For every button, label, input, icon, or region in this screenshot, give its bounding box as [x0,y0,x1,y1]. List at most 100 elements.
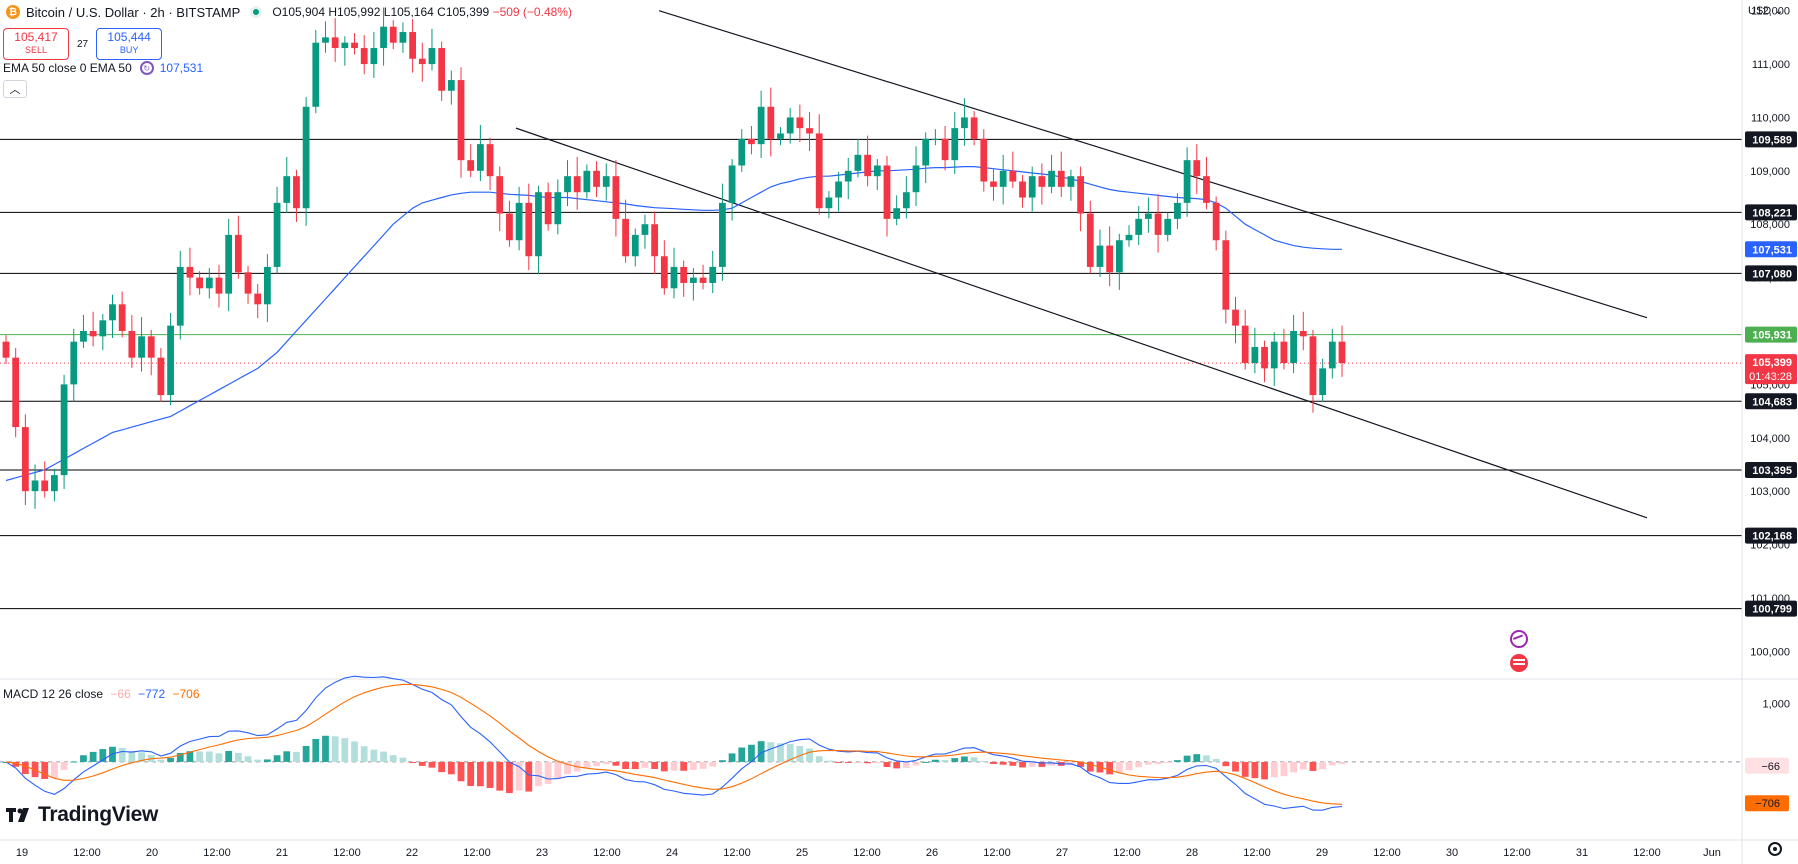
candle [1067,169,1075,201]
macd-hist-bar [486,761,494,788]
candle [118,291,126,338]
candle [215,264,223,308]
event-icon[interactable] [1510,630,1528,648]
candle [283,156,291,214]
x-tick-label: 12:00 [1373,847,1401,859]
candle-body [593,170,600,187]
candle-body [1309,336,1317,396]
macd-hist-bar [728,753,736,762]
candle-body [961,117,968,129]
macd-hist-bar [1212,759,1220,762]
candle [1038,163,1046,205]
candle-body [1319,368,1327,396]
sell-button[interactable]: 105,417 SELL [3,28,69,60]
candle [970,111,978,146]
macd-hist-tag: −66 [1761,761,1780,773]
candle-body [2,341,10,358]
candle-body [205,277,213,289]
candle [409,19,416,73]
candle-body [293,176,300,209]
macd-hist-bar [264,759,271,762]
candle [1125,225,1133,247]
candle [12,348,20,438]
macd-hist-bar [815,756,823,762]
candle [902,176,910,219]
candle [331,18,339,62]
macd-hist-bar [283,751,291,762]
y-tick-label: 100,000 [1750,646,1790,658]
tradingview-logo[interactable]: TradingView [6,803,158,827]
macd-y-tick-label: 1,000 [1762,698,1790,710]
candle-body [138,336,145,358]
macd-hist-bar [525,761,533,792]
macd-hist-bar [41,761,49,780]
level-tag-bg [1745,326,1797,343]
candle-body [1270,341,1278,369]
x-tick-label: 29 [1316,847,1328,859]
macd-hist-bar [293,751,300,762]
macd-hist-bar [641,761,649,768]
us-flag-icon[interactable] [1510,654,1528,672]
y-tick-label: 112,000 [1751,6,1790,18]
candle [80,314,87,349]
x-tick-label: 12:00 [463,847,491,859]
x-tick-label: 12:00 [723,847,751,859]
candle [51,468,58,502]
macd-signal-tag-bg [1745,795,1789,812]
candle [951,112,959,175]
macd-hist-bar [1193,754,1201,762]
candle-body [1222,240,1230,310]
x-tick-label: 24 [666,847,678,859]
candle [1028,166,1036,212]
macd-hist-bar [951,758,959,762]
y-tick-label: 111,000 [1752,59,1790,71]
macd-hist-bar [1290,761,1297,773]
macd-hist-bar [1086,761,1094,772]
candle [70,328,78,402]
candle [1183,147,1191,217]
candle-body [176,266,184,326]
candle-body [573,176,581,193]
ema-legend[interactable]: EMA 50 close 0 EMA 50 ↻ 107,531 [3,61,203,75]
candle [457,67,465,178]
candle-body [719,202,726,267]
currency-selector[interactable]: USD ⌄ [1748,5,1784,17]
macd-hist-bar [1144,761,1152,765]
macd-hist-bar [312,738,320,762]
candle-body [883,165,891,219]
macd-hist-bar [738,747,746,762]
candle-body [709,266,717,283]
candle [254,284,262,319]
macd-hist-bar [786,743,794,762]
candle-body [254,293,262,305]
symbol-title[interactable]: Bitcoin / U.S. Dollar · 2h · BITSTAMP [26,4,241,20]
candle-body [1338,341,1346,364]
macd-hist-bar [990,761,997,765]
macd-legend[interactable]: MACD 12 26 close −66 −772 −706 [3,687,200,701]
macd-hist-bar [254,759,262,762]
x-tick-label: 28 [1186,847,1198,859]
ema-settings-icon[interactable]: ↻ [139,61,154,75]
symbol-header[interactable]: ₿ Bitcoin / U.S. Dollar · 2h · BITSTAMP … [0,0,572,24]
gear-icon[interactable] [1768,842,1782,856]
candle [176,250,184,340]
macd-hist-bar [331,736,339,762]
candle [99,313,107,351]
candle [622,199,629,263]
candle [1048,154,1055,194]
buy-button[interactable]: 105,444 BUY [96,28,163,60]
open-value: O105,904 [272,5,326,19]
candle [670,247,678,299]
candle-body [767,106,775,139]
candle [786,107,794,144]
countdown-tag: 01:43:28 [1749,371,1792,383]
candle [1106,226,1114,287]
level-tag: 105,931 [1752,330,1792,342]
candle-body [312,42,320,107]
candle-body [457,80,465,161]
candle-body [835,181,842,198]
macd-hist-bar [1328,761,1336,766]
x-tick-label: 21 [276,847,288,859]
chevron-up-icon[interactable]: ︿ [3,80,27,98]
